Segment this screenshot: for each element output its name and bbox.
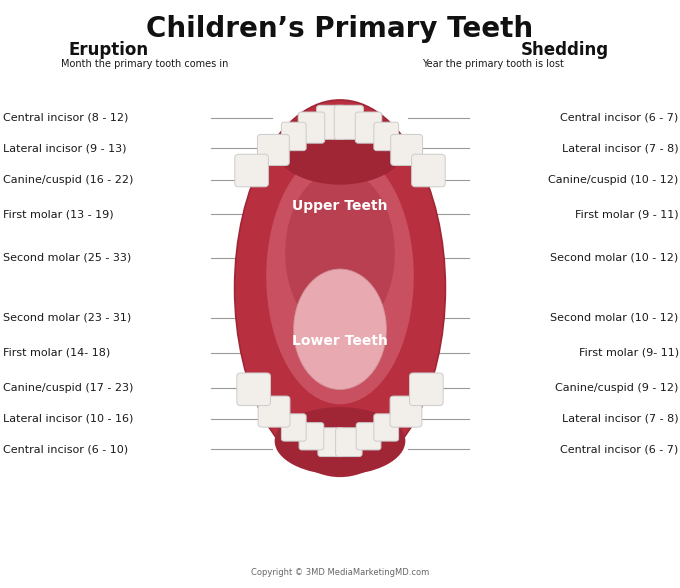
Text: Second molar (23 - 31): Second molar (23 - 31) — [3, 312, 132, 323]
FancyBboxPatch shape — [336, 428, 362, 456]
FancyBboxPatch shape — [356, 423, 381, 450]
FancyBboxPatch shape — [318, 428, 344, 456]
Ellipse shape — [275, 109, 405, 185]
Ellipse shape — [267, 148, 413, 405]
FancyBboxPatch shape — [299, 423, 324, 450]
Text: Lateral incisor (7 - 8): Lateral incisor (7 - 8) — [562, 413, 679, 424]
Text: Lateral incisor (7 - 8): Lateral incisor (7 - 8) — [562, 143, 679, 153]
FancyBboxPatch shape — [411, 154, 445, 187]
Text: Canine/cuspid (10 - 12): Canine/cuspid (10 - 12) — [548, 175, 679, 185]
Text: Lower Teeth: Lower Teeth — [292, 334, 388, 348]
Text: Children’s Primary Teeth: Children’s Primary Teeth — [146, 15, 534, 43]
FancyBboxPatch shape — [282, 122, 306, 151]
Text: First molar (9- 11): First molar (9- 11) — [579, 348, 679, 358]
Text: First molar (14- 18): First molar (14- 18) — [3, 348, 111, 358]
FancyBboxPatch shape — [391, 135, 422, 165]
FancyBboxPatch shape — [317, 105, 345, 139]
FancyBboxPatch shape — [374, 122, 398, 151]
Text: Lateral incisor (10 - 16): Lateral incisor (10 - 16) — [3, 413, 134, 424]
Text: Canine/cuspid (17 - 23): Canine/cuspid (17 - 23) — [3, 383, 134, 393]
FancyBboxPatch shape — [356, 112, 382, 143]
FancyBboxPatch shape — [237, 373, 271, 406]
Text: Central incisor (6 - 7): Central incisor (6 - 7) — [560, 444, 679, 455]
FancyBboxPatch shape — [335, 105, 363, 139]
Text: Upper Teeth: Upper Teeth — [292, 199, 388, 213]
Text: Second molar (10 - 12): Second molar (10 - 12) — [550, 312, 679, 323]
Ellipse shape — [294, 269, 386, 389]
FancyBboxPatch shape — [235, 154, 269, 187]
Text: First molar (13 - 19): First molar (13 - 19) — [3, 209, 114, 219]
Text: Second molar (25 - 33): Second molar (25 - 33) — [3, 252, 132, 263]
Text: Month the primary tooth comes in: Month the primary tooth comes in — [61, 59, 228, 69]
FancyBboxPatch shape — [374, 414, 398, 441]
Text: Second molar (10 - 12): Second molar (10 - 12) — [550, 252, 679, 263]
Text: Copyright © 3MD MediaMarketingMD.com: Copyright © 3MD MediaMarketingMD.com — [251, 569, 429, 577]
FancyBboxPatch shape — [298, 112, 325, 143]
Text: Canine/cuspid (9 - 12): Canine/cuspid (9 - 12) — [556, 383, 679, 393]
Text: Central incisor (6 - 7): Central incisor (6 - 7) — [560, 112, 679, 123]
Ellipse shape — [275, 407, 405, 475]
FancyBboxPatch shape — [282, 414, 306, 441]
Text: First molar (9 - 11): First molar (9 - 11) — [575, 209, 679, 219]
Text: Central incisor (8 - 12): Central incisor (8 - 12) — [3, 112, 129, 123]
Text: Shedding: Shedding — [520, 41, 609, 59]
Ellipse shape — [285, 170, 395, 336]
FancyBboxPatch shape — [258, 396, 290, 427]
Text: Canine/cuspid (16 - 22): Canine/cuspid (16 - 22) — [3, 175, 134, 185]
Text: Year the primary tooth is lost: Year the primary tooth is lost — [422, 59, 564, 69]
Text: Lateral incisor (9 - 13): Lateral incisor (9 - 13) — [3, 143, 127, 153]
Ellipse shape — [235, 100, 445, 476]
FancyBboxPatch shape — [390, 396, 422, 427]
FancyBboxPatch shape — [258, 135, 289, 165]
Text: Central incisor (6 - 10): Central incisor (6 - 10) — [3, 444, 129, 455]
Text: Eruption: Eruption — [69, 41, 149, 59]
FancyBboxPatch shape — [409, 373, 443, 406]
